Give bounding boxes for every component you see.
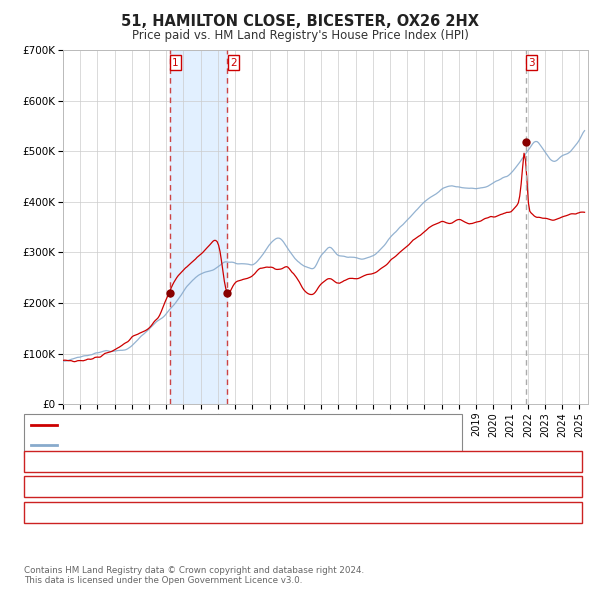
Text: 3: 3 — [30, 507, 37, 517]
Text: 13% ↑ HPI: 13% ↑ HPI — [399, 457, 458, 466]
Text: 51, HAMILTON CLOSE, BICESTER, OX26 2HX: 51, HAMILTON CLOSE, BICESTER, OX26 2HX — [121, 14, 479, 28]
Text: Price paid vs. HM Land Registry's House Price Index (HPI): Price paid vs. HM Land Registry's House … — [131, 29, 469, 42]
Text: 20-JUL-2004: 20-JUL-2004 — [81, 482, 149, 491]
Text: 2: 2 — [30, 482, 37, 491]
Bar — [170, 50, 227, 404]
Text: £518,000: £518,000 — [267, 507, 320, 517]
Text: This data is licensed under the Open Government Licence v3.0.: This data is licensed under the Open Gov… — [24, 576, 302, 585]
Text: 24% ↓ HPI: 24% ↓ HPI — [399, 482, 458, 491]
Text: Contains HM Land Registry data © Crown copyright and database right 2024.: Contains HM Land Registry data © Crown c… — [24, 566, 364, 575]
Text: HPI: Average price, detached house, Cherwell: HPI: Average price, detached house, Cher… — [61, 441, 300, 450]
Text: £220,000: £220,000 — [267, 482, 320, 491]
Text: £220,000: £220,000 — [267, 457, 320, 466]
Text: 1: 1 — [172, 58, 179, 67]
Text: 3: 3 — [528, 58, 535, 67]
Text: 13-MAR-2001: 13-MAR-2001 — [81, 457, 155, 466]
Text: 51, HAMILTON CLOSE, BICESTER, OX26 2HX (detached house): 51, HAMILTON CLOSE, BICESTER, OX26 2HX (… — [61, 420, 383, 430]
Text: 11-NOV-2021: 11-NOV-2021 — [81, 507, 155, 517]
Text: 1: 1 — [30, 457, 37, 466]
Text: 1% ↑ HPI: 1% ↑ HPI — [399, 507, 451, 517]
Text: 2: 2 — [230, 58, 236, 67]
